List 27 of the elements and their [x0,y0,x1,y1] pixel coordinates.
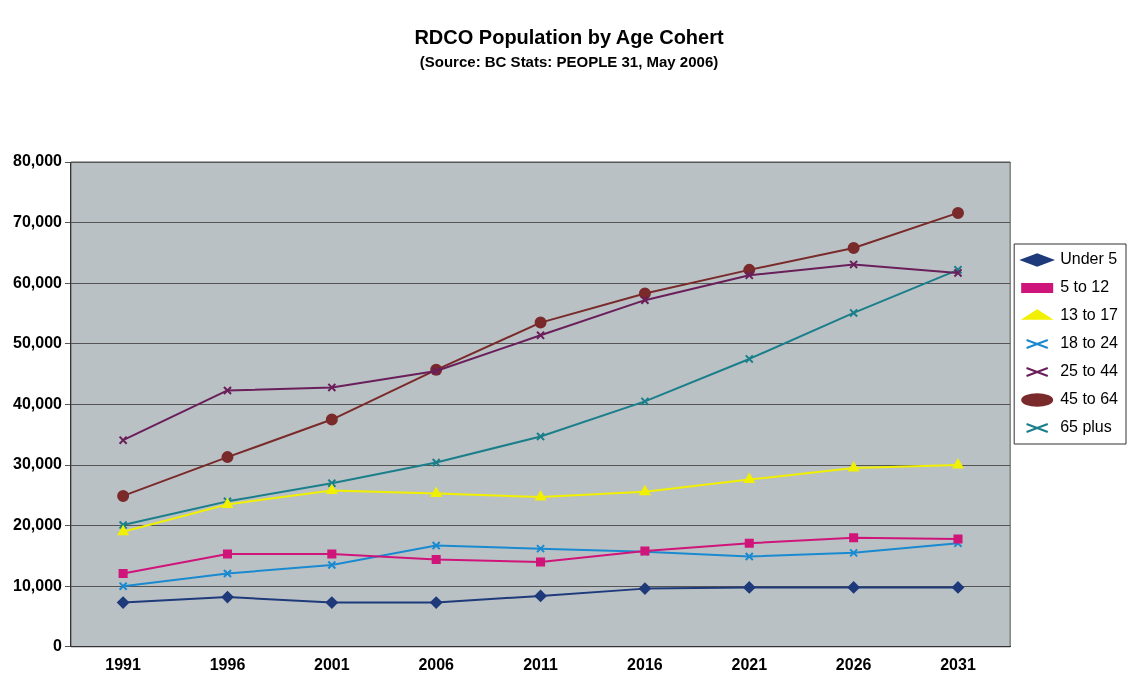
legend-label: Under 5 [1060,250,1118,268]
x-tick-label: 1991 [105,655,142,673]
x-tick-label: 2021 [731,655,768,673]
legend-label: 18 to 24 [1060,334,1119,352]
y-tick-label: 0 [53,637,63,655]
y-tick-label: 60,000 [13,273,63,291]
legend-label: 25 to 44 [1060,362,1119,380]
legend-label: 45 to 64 [1060,390,1119,408]
x-tick-label: 2031 [940,655,976,673]
x-tick-label: 2001 [314,655,350,673]
y-tick-label: 50,000 [13,334,63,352]
y-tick-label: 70,000 [13,213,63,231]
y-tick-label: 40,000 [13,394,63,412]
y-tick-label: 10,000 [13,576,63,594]
x-tick-label: 2006 [418,655,455,673]
x-tick-label: 2016 [627,655,663,673]
y-tick-label: 20,000 [13,516,63,534]
y-tick-label: 30,000 [13,455,63,473]
legend-label: 65 plus [1060,418,1112,436]
chart-subtitle: (Source: BC Stats: PEOPLE 31, May 2006) [419,53,719,71]
y-tick-label: 80,000 [13,152,63,170]
legend-label: 5 to 12 [1060,278,1110,296]
chart-title: RDCO Population by Age Cohert [414,25,724,48]
x-tick-label: 2011 [523,655,559,673]
legend-label: 13 to 17 [1060,306,1119,324]
x-tick-label: 2026 [835,655,872,673]
x-tick-label: 1996 [209,655,246,673]
